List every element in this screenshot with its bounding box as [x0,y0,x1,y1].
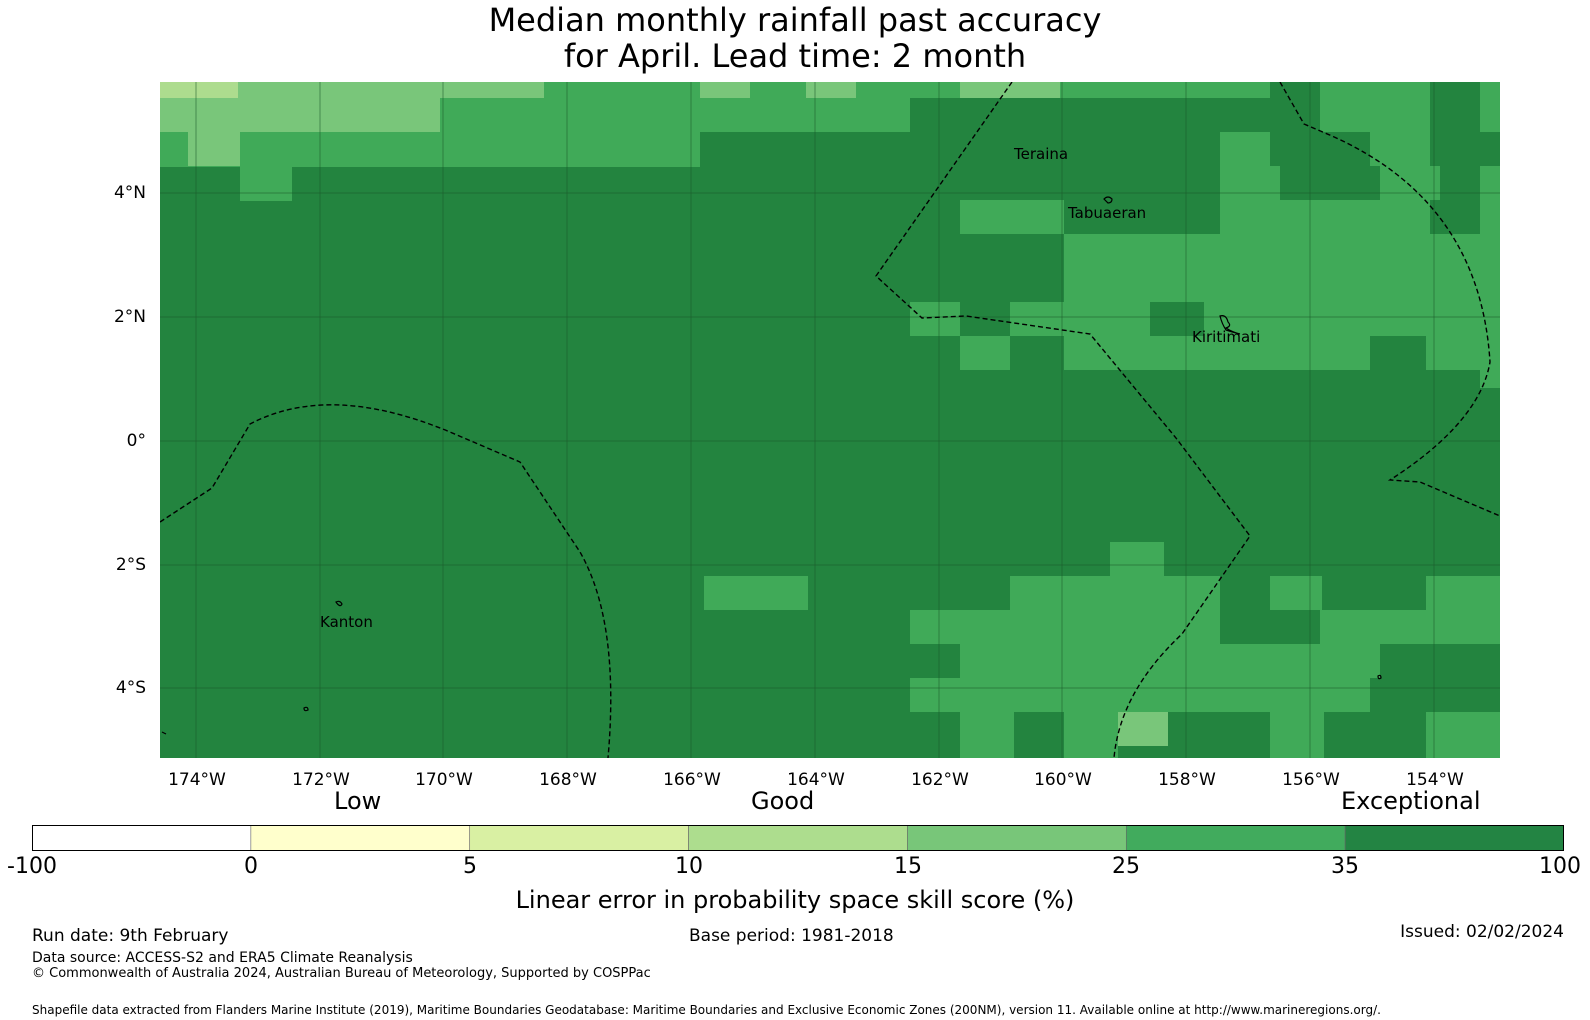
colorbar-tick-25: 25 [1112,854,1140,879]
colorbar-tick-15: 15 [894,854,922,879]
map-cells-band-25-35 [160,82,1500,758]
colorbar [32,825,1564,851]
map-title-line-2: for April. Lead time: 2 month [563,37,1027,75]
map-cells-band-10-15 [160,82,238,98]
colorbar-tick-0: 0 [244,854,258,879]
place-label-kanton: Kanton [320,613,373,631]
legend-category-exceptional: Exceptional [1341,787,1481,815]
lon-label-170w: 170°W [415,770,473,790]
lon-label-162w: 162°W [911,770,969,790]
lon-label-158w: 158°W [1158,770,1216,790]
lat-label-2s: 2°S [115,555,146,575]
colorbar-bin-1 [250,825,471,851]
lon-label-154w: 154°W [1406,770,1464,790]
legend-category-low: Low [334,787,382,815]
lon-label-160w: 160°W [1034,770,1092,790]
colorbar-tick-100: 100 [1539,854,1581,879]
colorbar-tick-5: 5 [463,854,477,879]
lon-label-164w: 164°W [787,770,845,790]
data-source: Data source: ACCESS-S2 and ERA5 Climate … [32,950,413,966]
place-label-kiritimati: Kiritimati [1192,328,1260,346]
map-canvas: Teraina Tabuaeran Kiritimati Kanton [160,82,1500,758]
legend-category-good: Good [751,787,815,815]
map-cells-exceptional-patches [910,98,1500,758]
lat-label-equator: 0° [126,431,146,451]
colorbar-bin-0 [32,825,252,851]
colorbar-tick-10: 10 [675,854,703,879]
map-title-line-1: Median monthly rainfall past accuracy [488,1,1102,39]
map-cells-band-15-25 [160,82,1168,746]
lon-label-172w: 172°W [292,770,350,790]
lon-label-168w: 168°W [539,770,597,790]
colorbar-bin-5 [1125,825,1346,851]
shapefile-credit: Shapefile data extracted from Flanders M… [32,1003,1381,1017]
place-label-tabuaeran: Tabuaeran [1067,204,1146,222]
colorbar-bin-6 [1344,825,1564,851]
place-label-teraina: Teraina [1013,145,1068,163]
issued-date: Issued: 02/02/2024 [1400,922,1564,942]
lat-label-4s: 4°S [115,678,146,698]
eez-boundaries [160,82,1500,758]
colorbar-tick-35: 35 [1331,854,1359,879]
colorbar-axis-label: Linear error in probability space skill … [515,886,1075,914]
lon-label-166w: 166°W [663,770,721,790]
colorbar-tick-minus-100: -100 [7,854,57,879]
base-period: Base period: 1981-2018 [689,926,894,946]
run-date: Run date: 9th February [32,926,229,946]
copyright: © Commonwealth of Australia 2024, Austra… [32,966,651,981]
colorbar-bin-2 [469,825,689,851]
island-coastlines [161,196,1382,735]
lon-label-156w: 156°W [1282,770,1340,790]
lon-label-174w: 174°W [168,770,226,790]
map-gridlines [160,82,1500,758]
lat-label-4n: 4°N [113,183,146,203]
colorbar-bin-4 [907,825,1127,851]
rainfall-skill-map: Teraina Tabuaeran Kiritimati Kanton [160,82,1500,758]
colorbar-bin-3 [688,825,908,851]
lat-label-2n: 2°N [113,307,146,327]
